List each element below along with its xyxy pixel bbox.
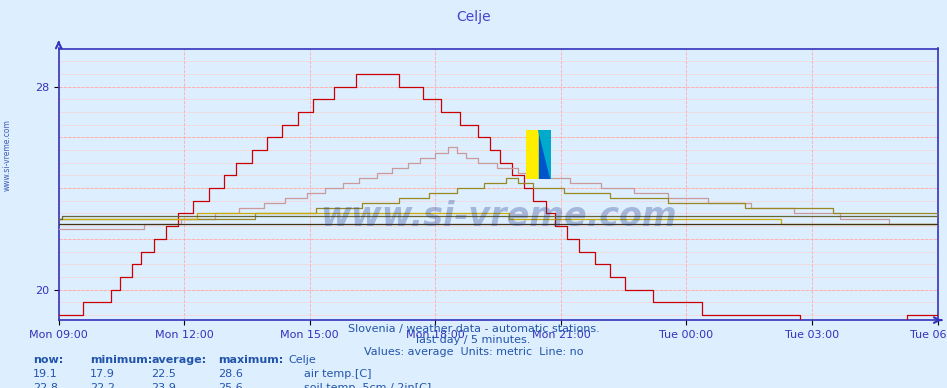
Text: Celje: Celje: [456, 10, 491, 24]
Text: 17.9: 17.9: [90, 369, 115, 379]
Text: Celje: Celje: [289, 355, 316, 365]
Text: air temp.[C]: air temp.[C]: [304, 369, 371, 379]
Text: last day / 5 minutes.: last day / 5 minutes.: [417, 335, 530, 345]
Text: 19.1: 19.1: [33, 369, 58, 379]
Text: 23.9: 23.9: [152, 383, 176, 388]
Bar: [527, 130, 539, 179]
Polygon shape: [539, 130, 551, 179]
Text: www.si-vreme.com: www.si-vreme.com: [320, 200, 676, 234]
Text: 25.6: 25.6: [218, 383, 242, 388]
Text: 22.5: 22.5: [152, 369, 176, 379]
Text: soil temp. 5cm / 2in[C]: soil temp. 5cm / 2in[C]: [304, 383, 431, 388]
Text: 28.6: 28.6: [218, 369, 242, 379]
Text: Values: average  Units: metric  Line: no: Values: average Units: metric Line: no: [364, 347, 583, 357]
Text: now:: now:: [33, 355, 63, 365]
Text: maximum:: maximum:: [218, 355, 283, 365]
Text: www.si-vreme.com: www.si-vreme.com: [3, 119, 12, 191]
Text: 22.2: 22.2: [90, 383, 115, 388]
Polygon shape: [539, 130, 551, 179]
Text: average:: average:: [152, 355, 206, 365]
Text: Slovenia / weather data - automatic stations.: Slovenia / weather data - automatic stat…: [348, 324, 599, 334]
Text: 22.8: 22.8: [33, 383, 58, 388]
Text: minimum:: minimum:: [90, 355, 152, 365]
